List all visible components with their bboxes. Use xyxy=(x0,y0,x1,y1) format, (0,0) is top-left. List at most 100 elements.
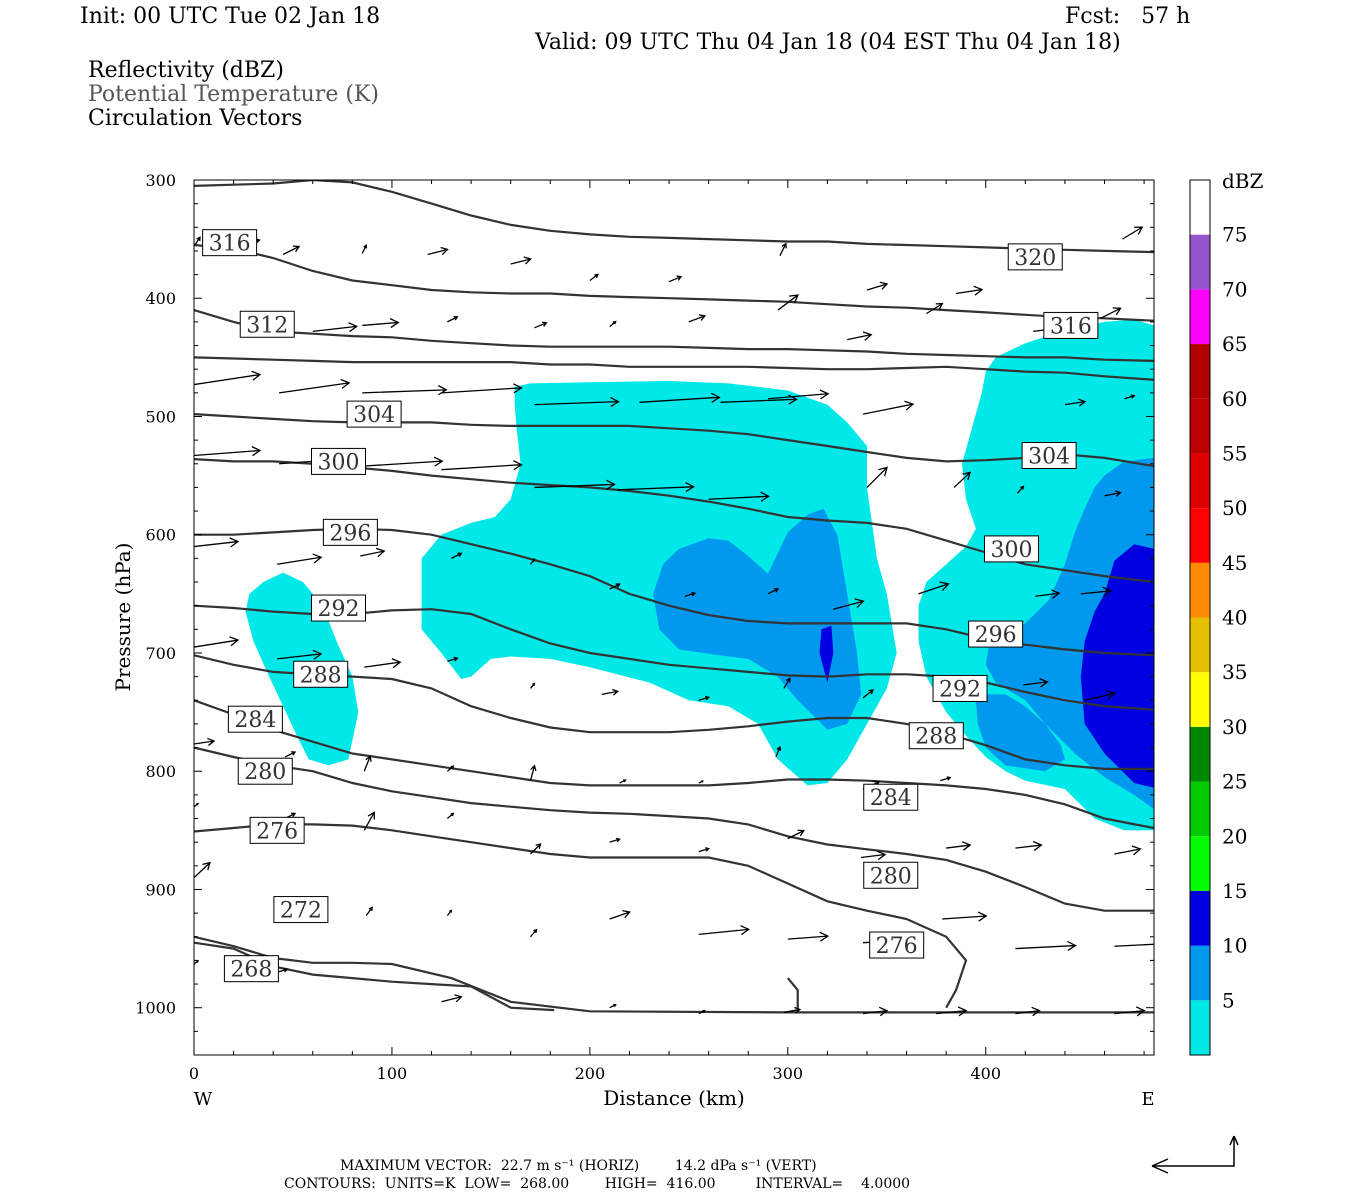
colorbar-top-white xyxy=(1190,180,1210,235)
vector-arrow xyxy=(833,598,865,610)
theta-label-276: 276 xyxy=(869,931,925,959)
vector-arrow xyxy=(1015,940,1077,952)
colorbar-swatch-75 xyxy=(1190,234,1210,290)
colorbar-swatch-30 xyxy=(1190,726,1210,782)
theta-label-text: 272 xyxy=(280,899,322,924)
vector-arrow xyxy=(918,581,950,595)
colorbar-frame xyxy=(1189,179,1211,1056)
vector-arrow xyxy=(767,389,830,400)
vector-arrow xyxy=(767,587,780,595)
theta-label-text: 284 xyxy=(870,786,912,811)
y-tick-label: 800 xyxy=(145,762,176,781)
vector-arrow xyxy=(1035,589,1061,599)
theta-contour-312 xyxy=(194,309,1154,362)
theta-label-box xyxy=(346,400,402,428)
refl-15-area xyxy=(1080,544,1154,788)
theta-label-box xyxy=(310,447,366,475)
colorbar-unit: dBZ xyxy=(1222,169,1264,193)
theta-label-text: 276 xyxy=(876,934,918,959)
vector-arrow xyxy=(510,256,532,265)
reference-vector-icon xyxy=(1151,1135,1239,1174)
plot-frame xyxy=(193,179,1155,1056)
vector-arrow xyxy=(365,906,373,916)
vector-arrow xyxy=(684,591,697,597)
contour-info-note: CONTOURS: UNITS=K LOW= 268.00 HIGH= 416.… xyxy=(284,1176,911,1192)
vector-arrow xyxy=(194,537,240,548)
vector-arrow xyxy=(698,847,710,853)
theta-label-box xyxy=(237,757,293,785)
theta-label-text: 288 xyxy=(915,725,957,750)
theta-contour-308 xyxy=(194,356,1154,381)
colorbar-label-20: 20 xyxy=(1222,824,1247,848)
theta-label-288: 288 xyxy=(293,660,349,688)
vector-arrow xyxy=(862,1006,889,1017)
y-tick-label: 1000 xyxy=(135,999,176,1018)
y-tick-label: 600 xyxy=(145,526,176,545)
vector-arrow xyxy=(609,320,617,328)
vector-arrow xyxy=(284,751,297,758)
theta-label-text: 280 xyxy=(244,760,286,785)
vector-arrow xyxy=(363,755,372,772)
vector-arrow xyxy=(609,837,621,843)
colorbar-swatch-45 xyxy=(1190,562,1210,618)
vector-arrow xyxy=(609,910,631,920)
vector-arrow xyxy=(194,737,216,746)
vector-arrow xyxy=(639,392,721,403)
colorbar-swatch-50 xyxy=(1190,508,1210,563)
theta-label-text: 280 xyxy=(870,864,912,889)
y-tick-label: 400 xyxy=(145,289,176,308)
colorbar-label-70: 70 xyxy=(1222,277,1247,301)
vector-arrow xyxy=(534,396,620,407)
vector-arrow xyxy=(360,547,386,558)
theta-label-text: 276 xyxy=(256,819,298,844)
theta-label-304: 304 xyxy=(1021,442,1077,470)
forecast-hour: Fcst: 57 h xyxy=(1065,4,1191,29)
colorbar-swatch-20 xyxy=(1190,836,1210,891)
field-circulation-vectors: Circulation Vectors xyxy=(88,106,303,131)
colorbar-label-55: 55 xyxy=(1222,441,1247,465)
vector-arrow xyxy=(783,1006,802,1014)
theta-label-box xyxy=(863,861,919,889)
vector-arrow xyxy=(451,552,463,559)
colorbar-label-60: 60 xyxy=(1222,387,1247,411)
theta-label-312: 312 xyxy=(239,310,295,338)
theta-contour-272 xyxy=(786,977,799,1012)
vector-arrow xyxy=(277,553,323,565)
theta-label-300: 300 xyxy=(983,535,1039,563)
colorbar-label-30: 30 xyxy=(1222,715,1247,739)
vector-arrow xyxy=(775,745,782,758)
vector-arrow xyxy=(361,244,368,254)
vector-arrow xyxy=(1100,307,1122,319)
vector-arrow xyxy=(866,466,888,488)
theta-label-box xyxy=(293,660,349,688)
theta-label-text: 304 xyxy=(353,403,395,428)
init-time: Init: 00 UTC Tue 02 Jan 18 xyxy=(80,4,381,29)
vector-arrow xyxy=(1016,485,1025,494)
refl-10-area xyxy=(653,508,862,730)
vector-arrow xyxy=(619,779,627,784)
theta-label-292: 292 xyxy=(932,674,988,702)
theta-contour-288 xyxy=(194,654,1154,770)
vector-arrow xyxy=(282,245,301,256)
vector-arrow xyxy=(860,850,887,861)
vector-arrow xyxy=(362,385,448,396)
theta-label-text: 300 xyxy=(317,450,359,475)
vector-arrow xyxy=(1124,394,1136,400)
colorbar-label-10: 10 xyxy=(1222,934,1247,958)
colorbar-label-25: 25 xyxy=(1222,770,1247,794)
theta-label-box xyxy=(202,229,258,257)
colorbar-label-50: 50 xyxy=(1222,496,1247,520)
theta-label-text: 292 xyxy=(317,597,359,622)
vector-arrow xyxy=(1064,398,1087,407)
vector-arrow xyxy=(601,688,620,696)
y-tick-label: 500 xyxy=(145,407,176,426)
theta-label-text: 316 xyxy=(1050,314,1092,339)
vector-arrow xyxy=(609,583,621,590)
colorbar: 5 10 15 20 25 30 35 40 45 50 55 60 65 70 75 xyxy=(1189,179,1247,1056)
vector-arrow xyxy=(363,811,375,831)
vector-arrow xyxy=(427,246,449,256)
vector-arrow xyxy=(194,236,201,247)
theta-label-box xyxy=(932,674,988,702)
theta-label-296: 296 xyxy=(322,518,378,546)
